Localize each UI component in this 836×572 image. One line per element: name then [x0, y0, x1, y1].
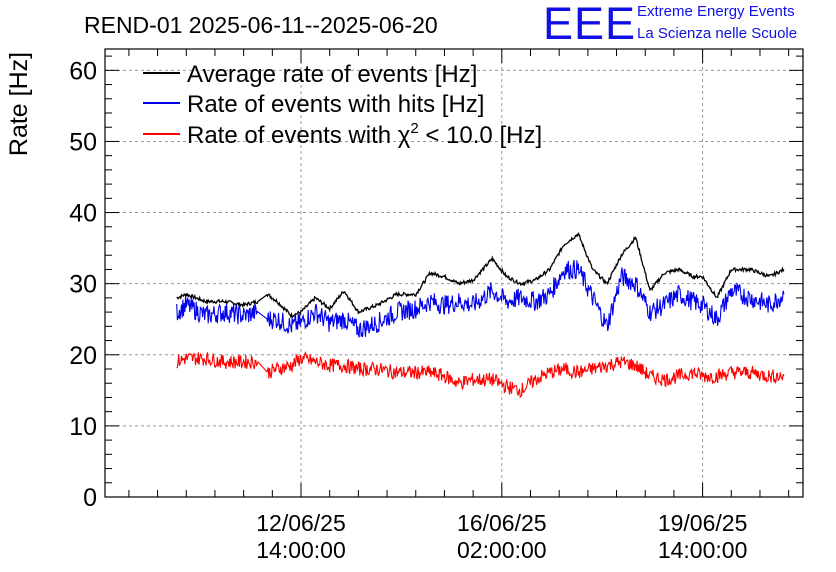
x-tick-date: 16/06/25: [457, 510, 547, 536]
x-tick-time: 02:00:00: [457, 537, 547, 563]
y-tick-label: 60: [69, 57, 97, 85]
series-line-average: [176, 232, 785, 319]
y-axis-label: Rate [Hz]: [5, 52, 33, 156]
series-line-hits: [176, 259, 785, 338]
y-tick-label: 40: [69, 200, 97, 228]
y-tick-label: 30: [69, 271, 97, 299]
chart-title: REND-01 2025-06-11--2025-06-20: [84, 12, 438, 38]
x-tick-date: 19/06/25: [658, 510, 748, 536]
series-layer: [176, 232, 785, 399]
legend: Average rate of events [Hz] Rate of event…: [143, 61, 542, 149]
y-tick-label: 10: [69, 413, 97, 441]
legend-label-hits: Rate of events with hits [Hz]: [187, 91, 484, 118]
y-tick-label: 20: [69, 342, 97, 370]
axis-ticks: 010203040506012/06/2514:00:0016/06/2502:…: [69, 49, 803, 563]
x-tick-time: 14:00:00: [256, 537, 346, 563]
x-tick-time: 14:00:00: [658, 537, 748, 563]
plot-frame: [104, 48, 804, 498]
legend-label-average: Average rate of events [Hz]: [187, 61, 477, 88]
x-tick-date: 12/06/25: [256, 510, 346, 536]
logo-line-1: Extreme Energy Events: [637, 3, 795, 20]
y-tick-label: 50: [69, 128, 97, 156]
y-tick-label: 0: [83, 484, 97, 512]
eee-logo: EEE: [543, 0, 637, 49]
legend-label-chi2: Rate of events with χ2 < 10.0 [Hz]: [187, 120, 542, 149]
series-line-chi2: [176, 350, 785, 399]
logo-line-2: La Scienza nelle Scuole: [637, 25, 798, 42]
